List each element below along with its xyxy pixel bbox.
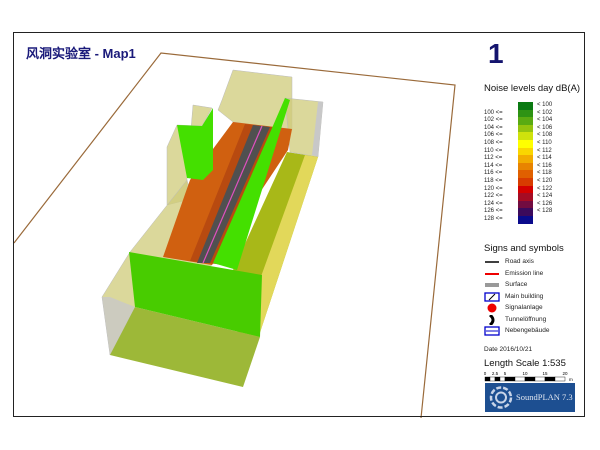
wall-small [177, 108, 213, 180]
legend-lower: 102 <= [484, 117, 503, 124]
scale-segment [554, 376, 566, 382]
scale-bar: 0 2.5 5 10 15 20m [484, 371, 573, 382]
legend-upper: < 102 [537, 109, 553, 116]
legend-lower: 110 <= [484, 147, 503, 154]
legend-swatch [518, 132, 533, 140]
scale-unit: m [569, 377, 573, 382]
legend-swatch [518, 109, 533, 118]
legend-upper: < 112 [537, 147, 552, 154]
sign-label: Tunnelöffnung [505, 315, 547, 323]
sign-label: Signalanlage [505, 304, 543, 311]
scale-tick-label: 2.5 [492, 371, 499, 376]
soundplan-logo: SoundPLAN 7.3 [485, 383, 575, 412]
sign-label: Surface [505, 281, 528, 288]
legend-lower: 116 <= [484, 170, 503, 177]
legend-lower: 122 <= [484, 193, 503, 200]
floor-front [110, 307, 260, 387]
legend-upper: < 128 [537, 208, 553, 215]
legend-upper: < 108 [537, 132, 553, 139]
scale-segment [494, 376, 501, 382]
legend-swatch [518, 200, 533, 209]
legend-upper: < 106 [537, 124, 553, 131]
legend-upper: < 118 [537, 170, 552, 177]
signal-dot-icon [484, 303, 500, 313]
tunnel-opening-icon [484, 313, 500, 326]
sheet-number: 1 [488, 38, 504, 69]
scale-segment [489, 376, 496, 382]
page-title: 风洞实验室 - Map1 [26, 46, 136, 61]
scale-tick-label: 5 [504, 371, 507, 376]
legend-swatch [518, 102, 533, 110]
legend-lower: 120 <= [484, 185, 503, 192]
scale-segment [524, 376, 536, 382]
legend-upper: < 114 [537, 155, 552, 162]
legend-lower: 108 <= [484, 139, 503, 146]
map-frame [13, 32, 585, 417]
legend-upper: < 116 [537, 162, 552, 169]
scale-tick-label: 10 [522, 371, 528, 376]
legend-upper: < 100 [537, 102, 553, 108]
signs-title: Signs and symbols [484, 243, 564, 254]
scale-segment [534, 376, 546, 382]
road-center-strip [197, 125, 270, 263]
legend-title: Noise levels day dB(A) [484, 83, 581, 94]
legend-lower: 106 <= [484, 132, 503, 139]
legend-swatch [518, 124, 533, 133]
secondary-building-box-icon [484, 326, 500, 336]
sign-label: Main building [505, 292, 544, 300]
main-building-box-icon [484, 291, 500, 302]
legend-swatch [518, 147, 533, 156]
legend-swatch [518, 117, 533, 125]
legend-lower: 104 <= [484, 124, 503, 131]
length-scale-label: Length Scale 1:535 [484, 358, 566, 369]
legend-swatch [518, 155, 533, 163]
sign-label: Emission line [505, 269, 544, 277]
scale-segment [544, 376, 556, 382]
road-axis [202, 125, 263, 264]
date-label: Date 2016/10/21 [484, 346, 533, 353]
legend-upper: < 110 [537, 139, 552, 146]
legend-upper: < 124 [537, 193, 553, 200]
sign-label: Road axis [505, 258, 534, 265]
building-left-side [102, 297, 135, 355]
spiral-logo-icon [489, 386, 513, 409]
sign-label: Nebengebäude [505, 327, 550, 334]
legend-swatch [518, 139, 533, 148]
legend-lower: 100 <= [484, 109, 503, 116]
legend-upper: < 122 [537, 185, 553, 192]
legend-swatch [518, 185, 533, 194]
legend-lower: 124 <= [484, 200, 503, 207]
scale-segment [504, 376, 516, 382]
logo-text: SoundPLAN 7.3 [516, 392, 573, 402]
scale-tick-label: 0 [484, 371, 487, 376]
road-axis-line-icon [484, 257, 500, 267]
legend-upper: < 104 [537, 117, 553, 124]
legend-lower: 112 <= [484, 155, 503, 162]
wall-front [129, 252, 262, 337]
legend-swatch [518, 193, 533, 201]
scale-segment [514, 376, 526, 382]
legend-swatch [518, 170, 533, 178]
legend-swatch [518, 162, 533, 171]
legend-upper: < 126 [537, 200, 553, 207]
ground-outline [13, 52, 456, 419]
wall-long [213, 98, 290, 270]
legend-lower: 126 <= [484, 208, 503, 215]
legend-lower: 118 <= [484, 177, 503, 184]
scale-tick-label: 15 [542, 371, 548, 376]
scale-segment [484, 376, 491, 382]
scale-tick-label: 20 [562, 371, 568, 376]
legend-swatch [518, 215, 533, 224]
legend-lower: 114 <= [484, 162, 503, 169]
legend-upper: < 120 [537, 177, 553, 184]
legend-swatch [518, 177, 533, 186]
scale-segment [499, 376, 506, 382]
legend-lower: 128 <= [484, 215, 503, 222]
surface-bar-icon [484, 280, 500, 290]
emission-line-icon [484, 269, 500, 279]
legend-swatch [518, 208, 533, 216]
building-right-side [312, 102, 323, 157]
